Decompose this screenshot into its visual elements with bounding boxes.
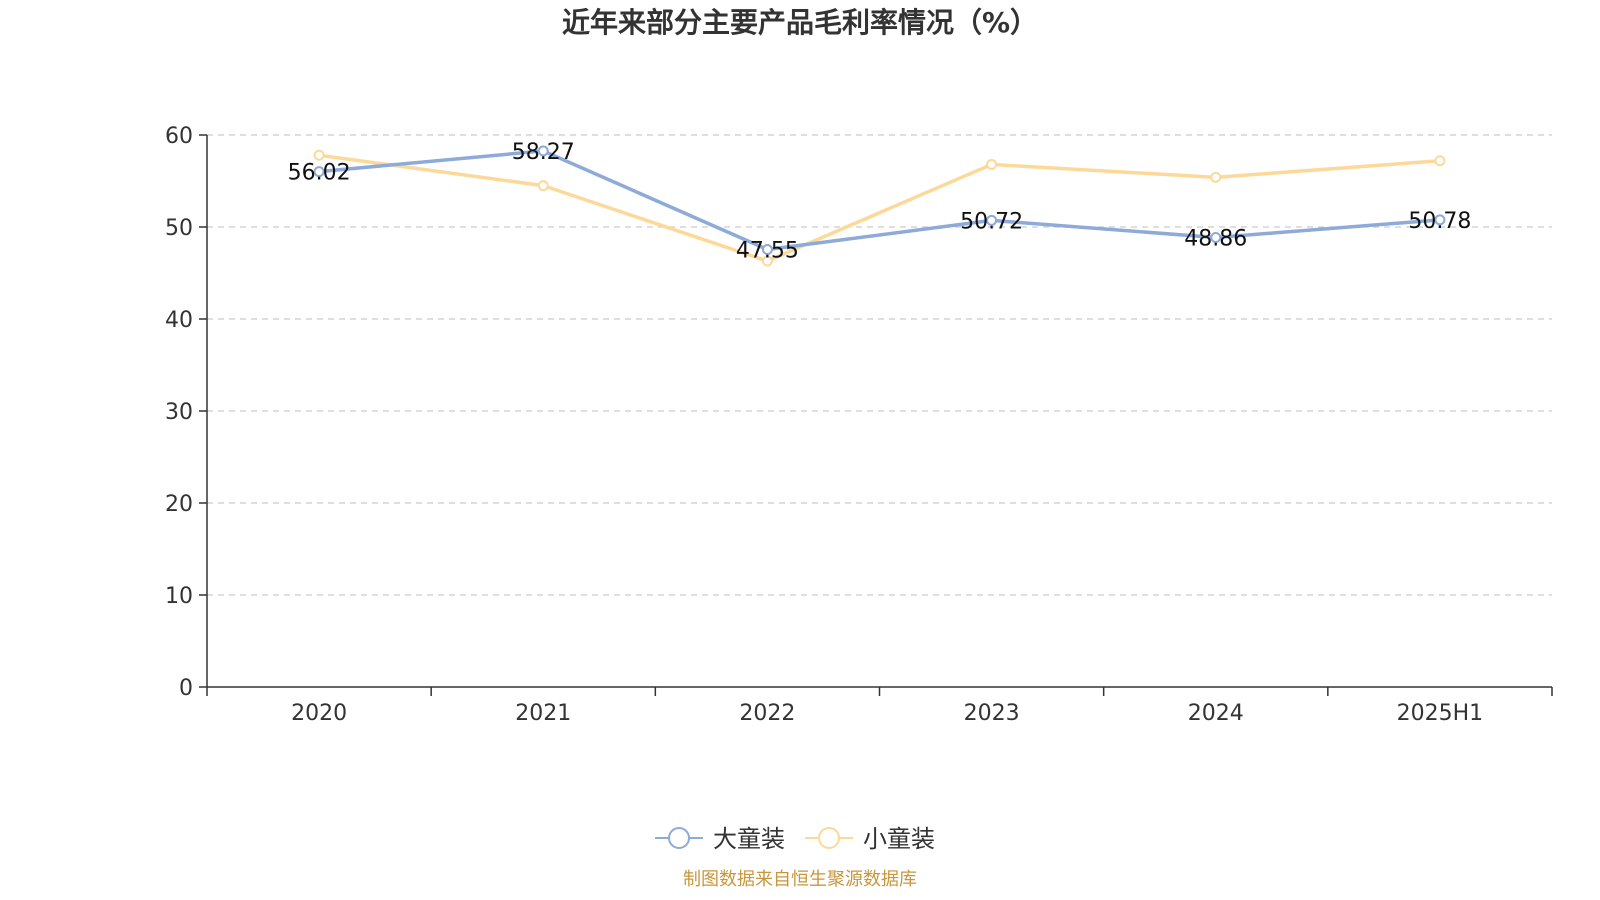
data-point[interactable] <box>1434 214 1446 226</box>
grid-lines <box>207 134 1552 596</box>
x-tick-label: 2020 <box>291 701 347 726</box>
y-tick-label: 40 <box>165 308 193 333</box>
data-point[interactable] <box>986 214 998 226</box>
legend-label: 小童装 <box>863 825 935 853</box>
axes: 0 10 20 30 40 50 60 2020 2021 2022 2023 2024 2025H1 <box>165 124 1553 726</box>
data-point[interactable] <box>1434 155 1446 167</box>
x-tick-label: 2021 <box>515 701 571 726</box>
data-point[interactable] <box>313 166 325 178</box>
data-point[interactable] <box>313 149 325 161</box>
data-point[interactable] <box>1210 171 1222 183</box>
data-point[interactable] <box>1210 231 1222 243</box>
data-label: 58.27 <box>512 140 575 165</box>
legend-marker <box>668 827 690 849</box>
series-line-1 <box>318 153 1441 263</box>
x-tick-label: 2023 <box>964 701 1020 726</box>
chart-title: 近年来部分主要产品毛利率情况（%） <box>562 6 1038 39</box>
data-label: 47.55 <box>736 239 799 264</box>
data-point[interactable] <box>986 158 998 170</box>
legend-marker <box>818 827 840 849</box>
data-point[interactable] <box>537 180 549 192</box>
y-tick-label: 0 <box>179 676 193 701</box>
series-line-0 <box>318 149 1441 252</box>
legend-item-1[interactable]: 小童装 <box>805 825 935 853</box>
x-tick-label: 2024 <box>1188 701 1244 726</box>
data-label: 56.02 <box>288 161 351 186</box>
source-note: 制图数据来自恒生聚源数据库 <box>683 869 917 890</box>
series-lines <box>313 145 1446 267</box>
data-label: 50.72 <box>960 209 1023 234</box>
legend-label: 大童装 <box>713 825 785 853</box>
data-point[interactable] <box>761 255 773 267</box>
x-tick-label: 2022 <box>739 701 795 726</box>
data-point[interactable] <box>537 145 549 157</box>
y-tick-label: 10 <box>165 584 193 609</box>
legend-item-0[interactable]: 大童装 <box>655 825 785 853</box>
legend[interactable]: 大童装 小童装 <box>655 825 935 853</box>
y-tick-label: 50 <box>165 216 193 241</box>
data-labels: 56.02 58.27 47.55 50.72 48.86 50.78 <box>288 140 1472 264</box>
y-tick-label: 20 <box>165 492 193 517</box>
data-label: 50.78 <box>1408 209 1471 234</box>
y-tick-label: 30 <box>165 400 193 425</box>
data-point[interactable] <box>761 244 773 256</box>
x-tick-label: 2025H1 <box>1397 701 1484 726</box>
data-label: 48.86 <box>1184 226 1247 251</box>
y-tick-label: 60 <box>165 124 193 149</box>
